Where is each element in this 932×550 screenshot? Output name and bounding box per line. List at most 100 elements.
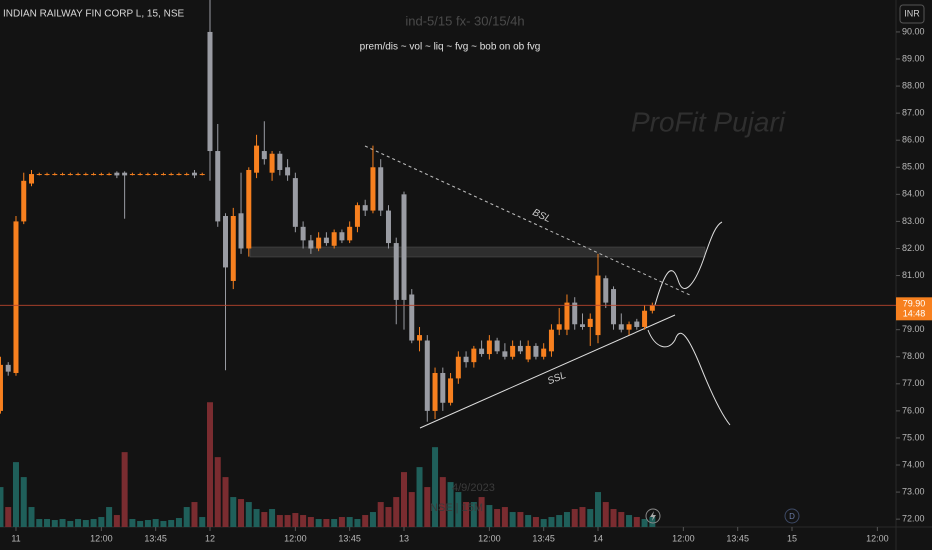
volume-bar (168, 520, 175, 527)
candle-body (626, 324, 632, 330)
volume-bar (199, 517, 206, 527)
volume-bar (563, 512, 570, 527)
symbol-watermark: NSE | 15M (430, 502, 483, 514)
candle-body (292, 178, 298, 227)
currency[interactable]: INR (904, 8, 920, 18)
volume-bar (230, 497, 237, 527)
x-tick-label: 12:00 (478, 533, 501, 543)
currency-box[interactable] (899, 4, 925, 24)
candle-body (548, 329, 554, 352)
candle-body (517, 345, 523, 352)
volume-bar (571, 509, 578, 527)
volume-bar (191, 502, 198, 527)
candle-body (587, 318, 593, 327)
candle-body (378, 167, 384, 211)
volume-bar (67, 521, 74, 527)
candle-body (440, 372, 446, 403)
volume-bar (525, 515, 532, 527)
volume-bar (137, 521, 144, 527)
chart-title: INDIAN RAILWAY FIN CORP L, 15, NSE (3, 9, 184, 20)
candle-body (67, 174, 73, 176)
candle-body (160, 174, 166, 176)
volume-bar (307, 517, 314, 527)
candle-body (417, 335, 423, 341)
volume-bar (152, 519, 159, 527)
candle-body (347, 226, 353, 241)
volume-bar (214, 457, 221, 527)
x-tick-label: 12:00 (866, 533, 889, 543)
volume-layer (0, 402, 656, 527)
volume-bar (175, 518, 182, 527)
y-tick-label: 90.00 (902, 26, 925, 36)
y-tick-label: 85.00 (902, 162, 925, 172)
candle-body (176, 174, 182, 176)
candle-body (300, 226, 306, 241)
x-tick-label: 15 (787, 533, 797, 543)
candle-body (261, 151, 267, 160)
candle-body (308, 240, 314, 249)
volume-bar (610, 509, 617, 527)
candle-body (36, 174, 42, 176)
candle-body (479, 348, 485, 355)
volume-bar (183, 507, 190, 527)
x-tick-label: 13:45 (532, 533, 555, 543)
volume-bar (579, 507, 586, 527)
volume-bar (323, 519, 330, 527)
volume-bar (338, 517, 345, 527)
candle-body (230, 215, 236, 281)
candle-body (564, 302, 570, 330)
candle-body (642, 310, 648, 327)
volume-bar (36, 519, 43, 527)
last-price-tag (896, 297, 932, 321)
volume-bar (106, 507, 113, 527)
y-tick-label: 81.00 (902, 270, 925, 280)
candle-body (21, 180, 27, 222)
volume-bar (408, 492, 415, 527)
candle-body (60, 174, 66, 176)
y-tick-label: 89.00 (902, 53, 925, 63)
candle-body (401, 194, 407, 300)
candle-body (432, 372, 438, 411)
volume-bar (90, 519, 97, 527)
volume-bar (292, 513, 299, 527)
volume-bar (331, 519, 338, 527)
volume-bar (556, 515, 563, 527)
y-tick-label: 84.00 (902, 189, 925, 199)
subtitle: prem/dis ~ vol ~ liq ~ fvg ~ bob on ob f… (360, 42, 541, 53)
volume-bar (362, 515, 369, 527)
volume-bar (245, 502, 252, 527)
y-tick-label: 73.00 (902, 486, 925, 496)
candle-body (393, 243, 399, 300)
y-tick-label: 72.00 (902, 514, 925, 524)
volume-bar (385, 507, 392, 527)
volume-bar (416, 467, 423, 527)
y-tick-label: 82.00 (902, 243, 925, 253)
volume-bar (517, 512, 524, 527)
volume-bar (0, 487, 4, 527)
last-price-label: 79.90 (903, 299, 926, 309)
candle-body (129, 174, 135, 176)
candle-body (75, 174, 81, 176)
candle-body (269, 153, 275, 173)
candle-body (579, 324, 585, 327)
dividend-icon[interactable] (784, 508, 800, 524)
volume-bar (276, 515, 283, 527)
candle-body (44, 174, 50, 176)
volume-bar (587, 509, 594, 527)
event-icon[interactable] (645, 508, 661, 524)
volume-bar (649, 517, 656, 527)
candle-body (463, 356, 469, 363)
candle-body (339, 232, 345, 241)
x-tick-label: 12:00 (90, 533, 113, 543)
volume-bar (633, 517, 640, 527)
volume-bar (300, 515, 307, 527)
x-tick-label: 12:00 (284, 533, 307, 543)
volume-bar (432, 447, 439, 527)
candle-body (207, 31, 213, 152)
x-tick-label: 12 (205, 533, 215, 543)
zone-box (249, 246, 706, 258)
volume-bar (478, 497, 485, 527)
volume-bar (369, 512, 376, 527)
candle-body (0, 364, 3, 411)
volume-bar (315, 519, 322, 527)
